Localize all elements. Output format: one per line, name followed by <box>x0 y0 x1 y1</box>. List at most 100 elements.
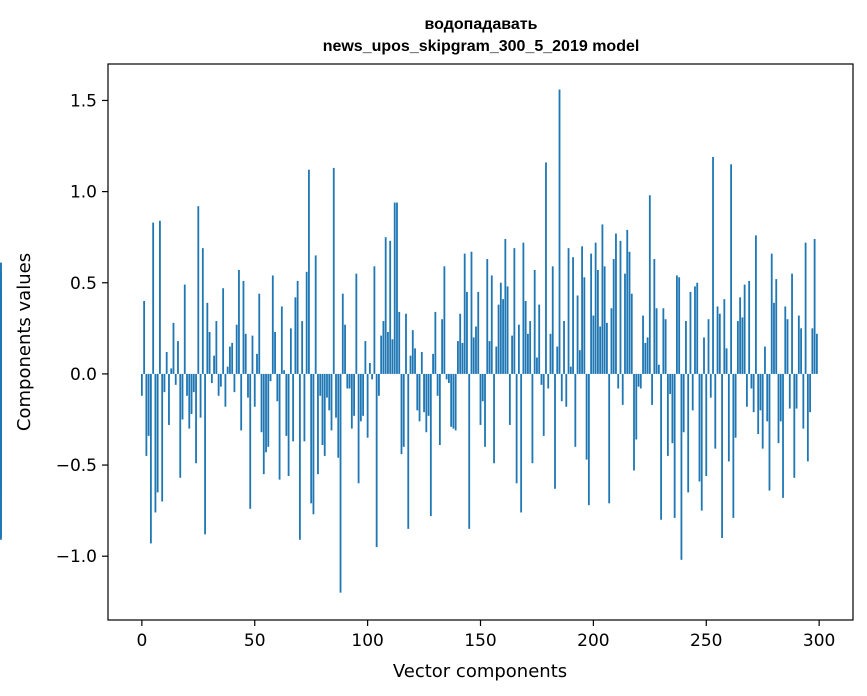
bar-56 <box>267 373 270 447</box>
bar-24 <box>195 373 197 464</box>
bar-164 <box>511 335 514 374</box>
bar-undefined <box>0 335 2 374</box>
bar-161 <box>504 239 507 374</box>
bar-145 <box>468 373 471 529</box>
bar-106 <box>380 335 383 374</box>
bar-298 <box>813 239 816 374</box>
bar-14 <box>172 322 175 374</box>
bar-67 <box>292 373 295 442</box>
bar-291 <box>797 315 800 374</box>
bar-117 <box>405 313 407 374</box>
bar-71 <box>301 321 304 374</box>
bar-93 <box>350 373 353 429</box>
bar-149 <box>477 291 480 374</box>
bar-251 <box>707 319 710 374</box>
bar-52 <box>258 293 261 374</box>
bar-124 <box>420 352 423 374</box>
bar-121 <box>414 348 416 374</box>
bar-25 <box>197 206 200 374</box>
bar-270 <box>750 373 753 389</box>
bar-174 <box>533 269 536 374</box>
bar-191 <box>572 257 574 374</box>
bar-269 <box>748 280 751 374</box>
bar-19 <box>183 284 186 374</box>
bar-29 <box>206 302 209 374</box>
bar-272 <box>755 235 757 374</box>
bar-266 <box>741 317 744 374</box>
bar-268 <box>745 373 748 407</box>
bar-69 <box>296 280 299 374</box>
bar-45 <box>242 280 245 374</box>
bar-248 <box>700 373 703 511</box>
bar-147 <box>472 337 475 374</box>
bar-182 <box>551 266 554 374</box>
bar-38 <box>226 366 229 374</box>
bar-169 <box>522 242 525 374</box>
bar-23 <box>192 373 195 393</box>
bar-214 <box>624 273 626 374</box>
bar-224 <box>646 337 649 374</box>
bar-195 <box>581 246 583 374</box>
bar-68 <box>294 297 297 374</box>
y-axis-ticks: −1.0 −0.5 0.0 0.5 1.0 1.5 <box>56 91 108 567</box>
bar-85 <box>332 167 335 374</box>
bar-140 <box>457 341 459 374</box>
bar-151 <box>481 373 484 402</box>
bar-48 <box>249 373 252 509</box>
bar-205 <box>603 266 606 374</box>
bar-259 <box>725 348 728 374</box>
bar-2 <box>145 373 148 456</box>
bar-155 <box>490 275 493 374</box>
bar-96 <box>357 373 360 484</box>
bar-18 <box>181 373 184 420</box>
bar-27 <box>201 248 204 374</box>
bar-112 <box>393 202 396 374</box>
bar-273 <box>757 373 760 435</box>
bar-189 <box>567 248 570 374</box>
bar-70 <box>298 373 301 540</box>
bar-247 <box>698 373 701 482</box>
bar-82 <box>326 373 328 398</box>
bar-162 <box>506 286 509 374</box>
bar-198 <box>587 373 590 506</box>
bar-42 <box>235 324 238 374</box>
bar-246 <box>696 282 699 374</box>
bar-183 <box>554 373 556 489</box>
bar-297 <box>811 328 814 374</box>
bar-277 <box>766 373 769 422</box>
bar-234 <box>669 373 672 394</box>
bar-119 <box>409 355 412 374</box>
x-tick-label: 150 <box>464 631 496 651</box>
bar-133 <box>441 319 444 374</box>
bar-undefined <box>0 355 2 374</box>
y-tick-label: 1.0 <box>70 183 97 203</box>
bar-59 <box>274 331 276 374</box>
bar-116 <box>402 373 405 447</box>
bar-223 <box>644 342 647 374</box>
bar-134 <box>443 266 446 374</box>
bar-63 <box>283 370 285 374</box>
bar-284 <box>782 373 784 498</box>
bar-37 <box>224 373 227 407</box>
bar-137 <box>450 373 453 427</box>
bar-40 <box>231 342 234 374</box>
bar-203 <box>599 326 602 374</box>
bar-221 <box>639 373 642 389</box>
bar-4 <box>149 373 152 544</box>
bar-222 <box>642 315 644 374</box>
bar-293 <box>802 373 805 429</box>
bar-292 <box>800 328 802 374</box>
bar-47 <box>247 373 249 398</box>
bar-231 <box>662 308 665 374</box>
bar-74 <box>308 169 310 374</box>
bar-34 <box>217 373 220 396</box>
bar-165 <box>513 248 516 374</box>
x-tick-label: 200 <box>577 631 609 651</box>
bar-252 <box>709 373 712 398</box>
bar-44 <box>240 373 243 431</box>
bar-17 <box>179 373 182 478</box>
bar-136 <box>447 373 450 384</box>
bar-95 <box>355 273 358 374</box>
bar-60 <box>276 373 279 402</box>
bar-220 <box>637 373 640 387</box>
